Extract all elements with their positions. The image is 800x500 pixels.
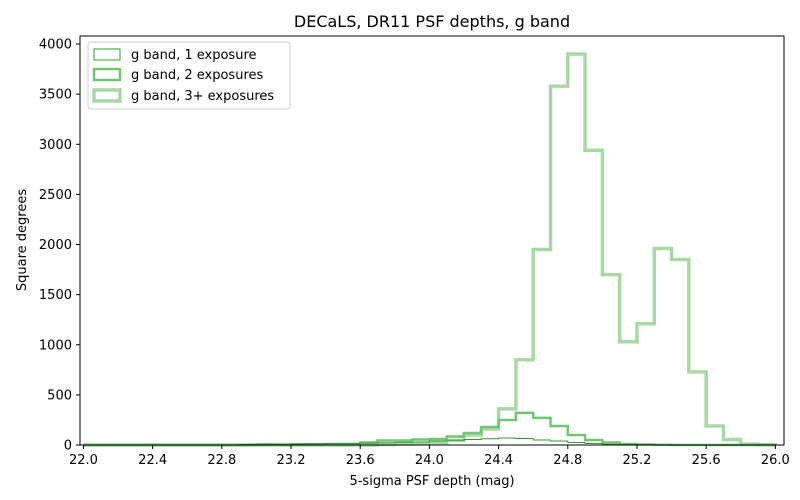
y-axis: 0 500 1000 1500 2000 2500 3000 3500 4000 xyxy=(39,38,80,454)
y-tick-label: 2500 xyxy=(39,188,72,203)
x-tick-label: 22.0 xyxy=(69,453,98,468)
y-axis-label: Square degrees xyxy=(15,189,30,291)
x-tick-label: 25.6 xyxy=(692,453,721,468)
legend-swatch-1 xyxy=(93,48,121,61)
x-tick-label: 24.4 xyxy=(484,453,513,468)
x-tick-label: 26.0 xyxy=(761,453,790,468)
y-tick-label: 2000 xyxy=(39,238,72,253)
legend-box xyxy=(87,41,291,110)
x-tick-label: 24.8 xyxy=(553,453,582,468)
y-tick-label: 1000 xyxy=(39,338,72,353)
legend-entry-2: g band, 2 exposures xyxy=(92,67,263,83)
x-tick-label: 25.2 xyxy=(622,453,651,468)
plot-frame xyxy=(79,35,785,446)
x-tick-label: 23.2 xyxy=(277,453,306,468)
y-tick-label: 4000 xyxy=(39,38,72,53)
x-tick-label: 22.4 xyxy=(138,453,167,468)
y-tick-label: 500 xyxy=(47,388,72,403)
legend-entry-1: g band, 1 exposure xyxy=(93,48,257,63)
legend: g band, 1 exposure g band, 2 exposures g… xyxy=(87,41,291,110)
legend-label-3: g band, 3+ exposures xyxy=(131,89,274,104)
y-tick-label: 3000 xyxy=(39,138,72,153)
y-tick-label: 0 xyxy=(64,439,72,454)
x-axis-label: 5-sigma PSF depth (mag) xyxy=(349,474,514,489)
x-tick-label: 22.8 xyxy=(207,453,236,468)
legend-swatch-2 xyxy=(92,67,122,82)
x-tick-label: 24.0 xyxy=(415,453,444,468)
histogram-series-1 xyxy=(83,437,776,446)
legend-label-1: g band, 1 exposure xyxy=(131,48,257,63)
x-axis: 22.0 22.4 22.8 23.2 23.6 24.0 24.4 24.8 25.2 25.6… xyxy=(69,445,790,468)
legend-swatch-3 xyxy=(92,88,122,103)
y-tick-label: 1500 xyxy=(39,288,72,303)
x-tick-label: 23.6 xyxy=(346,453,375,468)
legend-label-2: g band, 2 exposures xyxy=(131,68,263,83)
y-tick-label: 3500 xyxy=(39,88,72,103)
legend-entry-3: g band, 3+ exposures xyxy=(92,88,274,104)
chart-title: DECaLS, DR11 PSF depths, g band xyxy=(294,12,570,31)
